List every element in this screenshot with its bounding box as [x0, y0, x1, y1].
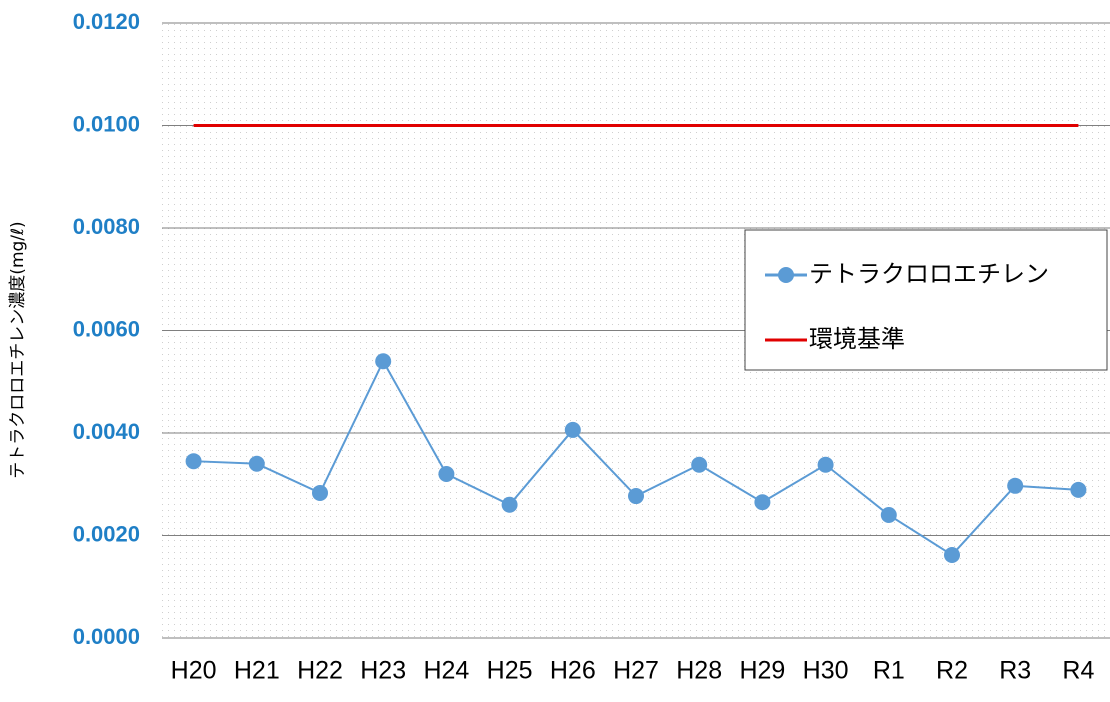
x-tick-label: H24: [423, 657, 469, 685]
data-point: [1070, 481, 1087, 498]
data-point: [375, 353, 392, 370]
x-tick-label: H25: [487, 657, 533, 685]
data-point: [628, 488, 644, 505]
legend-box: [744, 229, 1108, 371]
data-point: [691, 456, 708, 473]
y-tick-label: 0.0080: [73, 214, 140, 239]
x-tick-label: R1: [873, 657, 905, 685]
data-point: [817, 456, 834, 473]
x-tick-label: H30: [803, 657, 849, 685]
y-tick-label: 0.0020: [73, 521, 140, 546]
data-point: [944, 546, 960, 563]
data-point: [1007, 477, 1024, 494]
x-tick-label: H29: [739, 657, 785, 685]
x-tick-label: H20: [171, 657, 217, 685]
y-tick-label: 0.0000: [73, 624, 140, 649]
data-point: [312, 484, 328, 501]
data-point: [248, 455, 265, 472]
y-tick-label: 0.0040: [73, 419, 140, 444]
data-point: [754, 494, 771, 511]
data-point: [501, 496, 518, 513]
y-tick-label: 0.0060: [73, 316, 140, 341]
legend-label: 環境基準: [809, 325, 905, 353]
x-tick-label: H22: [297, 657, 343, 685]
x-tick-label: R4: [1062, 657, 1094, 685]
x-tick-label: H28: [676, 657, 722, 685]
x-tick-label: H21: [234, 657, 280, 685]
x-tick-label: R3: [999, 657, 1031, 685]
x-tick-label: H27: [613, 657, 659, 685]
data-point: [564, 421, 581, 438]
x-tick-label: R2: [936, 657, 968, 685]
legend-marker: [778, 267, 794, 283]
legend-label: テトラクロロエチレン: [809, 260, 1049, 288]
x-tick-label: H26: [550, 657, 596, 685]
data-point: [438, 466, 455, 482]
data-point: [880, 507, 897, 523]
data-point: [185, 453, 202, 470]
x-tick-label: H23: [360, 657, 406, 685]
y-tick-label: 0.0120: [73, 9, 140, 34]
y-axis-title: テトラクロロエチレン濃度(mg/ℓ): [8, 221, 28, 478]
y-tick-label: 0.0100: [73, 111, 140, 136]
